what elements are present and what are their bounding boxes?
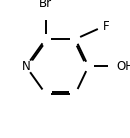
Text: N: N xyxy=(22,60,30,73)
Text: Br: Br xyxy=(39,0,52,10)
Text: OH: OH xyxy=(116,60,130,73)
Text: F: F xyxy=(103,20,109,33)
